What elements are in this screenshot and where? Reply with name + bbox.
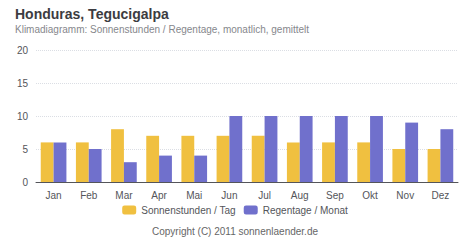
svg-text:Regentage / Monat: Regentage / Monat — [263, 205, 348, 216]
svg-text:Jun: Jun — [221, 190, 237, 201]
svg-text:Mai: Mai — [186, 190, 202, 201]
svg-text:Nov: Nov — [396, 190, 414, 201]
svg-text:Jul: Jul — [258, 190, 271, 201]
svg-text:20: 20 — [17, 45, 29, 56]
svg-text:Jan: Jan — [46, 190, 62, 201]
svg-text:Copyright (C) 2011 sonnenlaend: Copyright (C) 2011 sonnenlaender.de — [152, 226, 318, 237]
svg-text:Aug: Aug — [291, 190, 309, 201]
svg-text:Feb: Feb — [80, 190, 98, 201]
svg-text:Dez: Dez — [432, 190, 450, 201]
svg-text:Sep: Sep — [326, 190, 344, 201]
svg-text:Mar: Mar — [115, 190, 133, 201]
svg-text:0: 0 — [22, 177, 28, 188]
svg-text:Sonnenstunden / Tag: Sonnenstunden / Tag — [141, 205, 235, 216]
svg-text:Honduras, Tegucigalpa: Honduras, Tegucigalpa — [15, 6, 169, 22]
svg-text:5: 5 — [22, 144, 28, 155]
svg-text:Klimadiagramm: Sonnenstunden /: Klimadiagramm: Sonnenstunden / Regentage… — [15, 24, 309, 35]
svg-text:15: 15 — [17, 78, 29, 89]
svg-text:Apr: Apr — [151, 190, 167, 201]
svg-text:Okt: Okt — [362, 190, 378, 201]
svg-text:10: 10 — [17, 111, 29, 122]
